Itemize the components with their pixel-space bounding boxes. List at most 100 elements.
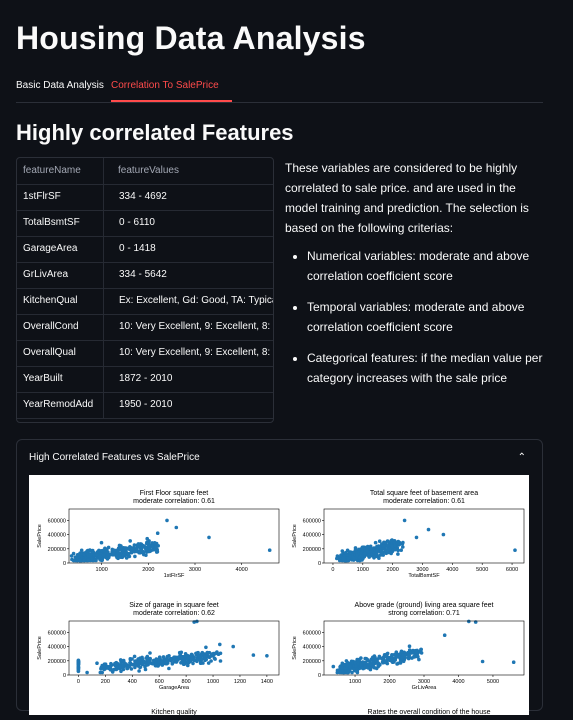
feature-values-cell[interactable]: 10: Very Excellent, 9: Excellent, 8: Ver… — [103, 340, 273, 366]
data-point — [381, 544, 386, 548]
data-point — [143, 667, 148, 672]
feature-name-cell[interactable]: OverallCond — [23, 321, 79, 332]
data-point — [341, 556, 346, 561]
data-point — [76, 666, 81, 671]
data-point — [383, 660, 387, 665]
feature-values-cell[interactable]: 10: Very Excellent, 9: Excellent, 8: Ver… — [103, 314, 273, 340]
data-point — [389, 551, 394, 556]
table-row[interactable]: 1stFlrSF 334 - 4692 — [17, 184, 273, 211]
table-header-row: featureName featureValues — [17, 158, 273, 185]
expander-title[interactable]: High Correlated Features vs SalePrice — [29, 452, 200, 463]
x-tick-label: 1000 — [357, 567, 369, 573]
data-point — [426, 527, 431, 532]
feature-name-cell[interactable]: YearRemodAdd — [23, 399, 94, 410]
feature-name-cell[interactable]: OverallQual — [23, 347, 76, 358]
data-point — [145, 536, 149, 541]
data-point — [337, 558, 342, 563]
data-point — [231, 644, 235, 649]
data-point — [177, 650, 182, 655]
criteria-list: Numerical variables: moderate and above … — [285, 246, 547, 388]
data-point — [480, 659, 485, 664]
charts-expander[interactable]: High Correlated Features vs SalePrice ⌃ … — [16, 439, 543, 716]
data-point — [76, 669, 81, 673]
table-row[interactable]: YearRemodAdd 1950 - 2010 — [17, 392, 273, 419]
subplot-title: Total square feet of basement area — [370, 490, 478, 497]
x-tick-label: 6000 — [506, 567, 518, 573]
data-point — [209, 654, 214, 658]
column-header[interactable]: featureName — [23, 165, 81, 176]
subplot-subtitle: moderate correlation: 0.61 — [133, 498, 215, 505]
y-tick-label: 400000 — [303, 645, 321, 651]
feature-name-cell[interactable]: GrLivArea — [23, 269, 69, 280]
data-point — [155, 549, 160, 554]
table-row[interactable]: KitchenQual Ex: Excellent, Gd: Good, TA: … — [17, 288, 273, 315]
table-row[interactable]: TotalBsmtSF 0 - 6110 — [17, 210, 273, 237]
y-tick-label: 400000 — [48, 533, 66, 539]
feature-name-cell[interactable]: GarageArea — [23, 243, 78, 254]
data-point — [119, 546, 123, 550]
data-point — [374, 658, 379, 663]
tab-basic-data-analysis[interactable]: Basic Data Analysis — [16, 80, 104, 91]
feature-name-cell[interactable]: 1stFlrSF — [23, 191, 61, 202]
x-tick-label: 800 — [182, 679, 191, 685]
data-point — [207, 535, 211, 540]
data-point — [118, 664, 122, 669]
x-tick-label: 2000 — [387, 567, 399, 573]
data-point — [442, 633, 447, 637]
feature-values-cell[interactable]: 1950 - 2010 — [103, 392, 273, 418]
data-point — [204, 645, 208, 650]
data-point — [137, 658, 142, 663]
data-point — [123, 546, 127, 550]
feature-values-cell[interactable]: 334 - 5642 — [103, 262, 273, 288]
feature-name-cell[interactable]: KitchenQual — [23, 295, 78, 306]
x-axis-label: GarageArea — [159, 685, 190, 691]
data-point — [199, 657, 204, 662]
plot-frame — [68, 620, 280, 676]
data-point — [366, 658, 370, 663]
table-row[interactable]: GrLivArea 334 - 5642 — [17, 262, 273, 289]
data-point — [363, 665, 367, 670]
data-point — [76, 659, 81, 663]
x-tick-label: 0 — [77, 679, 80, 685]
data-point — [398, 659, 403, 664]
data-point — [100, 670, 104, 675]
scatter-figure: First Floor square feet moderate correlat… — [29, 475, 529, 716]
data-point — [167, 666, 171, 671]
data-point — [209, 659, 213, 663]
data-point — [392, 652, 397, 657]
feature-name-cell[interactable]: TotalBsmtSF — [23, 217, 80, 228]
feature-values-cell[interactable]: 0 - 1418 — [103, 236, 273, 262]
table-row[interactable]: YearBuilt 1872 - 2010 — [17, 366, 273, 393]
y-tick-label: 0 — [63, 673, 66, 679]
table-row[interactable]: OverallCond 10: Very Excellent, 9: Excell… — [17, 314, 273, 341]
x-axis-label: 1stFlrSF — [164, 573, 185, 579]
data-point — [137, 669, 141, 673]
column-header[interactable]: featureValues — [103, 158, 273, 184]
data-point — [354, 664, 358, 668]
data-point — [142, 552, 146, 557]
data-point — [348, 664, 352, 668]
data-point — [363, 656, 368, 661]
data-point — [397, 542, 402, 547]
feature-values-cell[interactable]: 1872 - 2010 — [103, 366, 273, 392]
data-point — [189, 657, 194, 662]
data-point — [124, 662, 128, 666]
data-point — [265, 654, 269, 658]
data-point — [76, 661, 81, 666]
data-point — [409, 649, 414, 654]
chevron-up-icon[interactable]: ⌃ — [517, 452, 526, 463]
data-point — [164, 660, 168, 664]
table-row[interactable]: OverallQual 10: Very Excellent, 9: Excell… — [17, 340, 273, 367]
feature-values-cell[interactable]: 334 - 4692 — [103, 184, 273, 210]
features-table[interactable]: featureName featureValues 1stFlrSF 334 - … — [16, 157, 274, 423]
data-point — [78, 552, 83, 556]
feature-values-cell[interactable]: 0 - 6110 — [103, 210, 273, 236]
data-point — [396, 552, 400, 556]
table-row[interactable]: GarageArea 0 - 1418 — [17, 236, 273, 263]
data-point — [400, 542, 405, 546]
x-tick-label: 5000 — [476, 567, 488, 573]
tab-correlation-to-saleprice[interactable]: Correlation To SalePrice — [111, 80, 219, 91]
feature-name-cell[interactable]: YearBuilt — [23, 373, 63, 384]
x-tick-label: 1400 — [261, 679, 273, 685]
feature-values-cell[interactable]: Ex: Excellent, Gd: Good, TA: Typical/Ave — [103, 288, 273, 314]
